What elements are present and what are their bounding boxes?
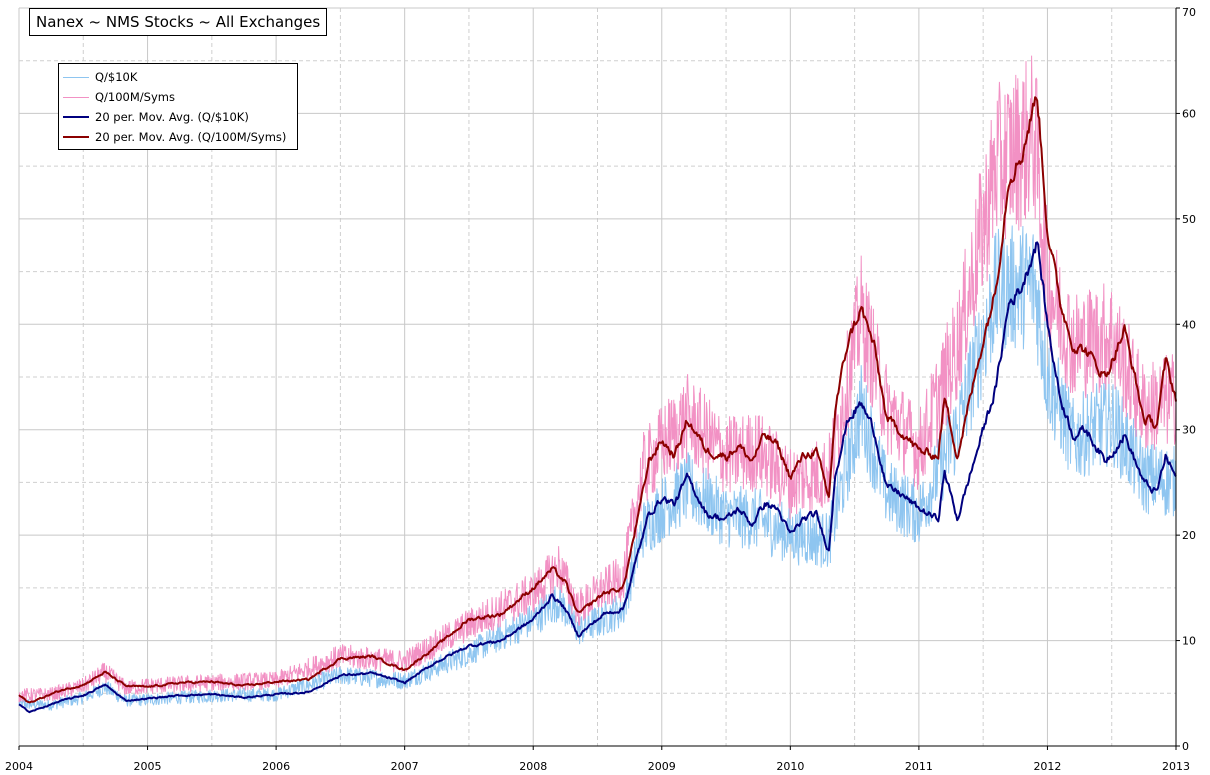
- x-tick-label: 2007: [391, 760, 419, 773]
- legend-item: Q/$10K: [59, 67, 297, 87]
- legend-swatch: [63, 136, 89, 138]
- y-tick-label: 20: [1182, 529, 1196, 542]
- legend-item: Q/100M/Syms: [59, 87, 297, 107]
- legend-label: 20 per. Mov. Avg. (Q/100M/Syms): [95, 130, 287, 144]
- x-tick-label: 2008: [519, 760, 547, 773]
- x-axis-ticks: 2004 2005 2006 2007 2008 2009 2010 2011 2012 2013: [5, 746, 1190, 773]
- y-tick-label: 0: [1182, 740, 1189, 753]
- legend-item: 20 per. Mov. Avg. (Q/$10K): [59, 107, 297, 127]
- y-tick-label: 30: [1182, 424, 1196, 437]
- legend-label: Q/$10K: [95, 70, 138, 84]
- x-tick-label: 2009: [648, 760, 676, 773]
- y-axis-ticks: 0 10 20 30 40 50 60 70: [1176, 6, 1196, 753]
- series-layer: [18, 55, 1177, 714]
- series-line-3: [18, 96, 1177, 704]
- legend-label: 20 per. Mov. Avg. (Q/$10K): [95, 110, 249, 124]
- x-tick-label: 2004: [5, 760, 33, 773]
- y-tick-label: 40: [1182, 318, 1196, 331]
- legend-swatch: [63, 116, 89, 118]
- grid-lines: [18, 7, 1177, 747]
- y-tick-label: 10: [1182, 635, 1196, 648]
- y-tick-label: 60: [1182, 107, 1196, 120]
- series-line-0: [18, 225, 1177, 711]
- legend: Q/$10K Q/100M/Syms 20 per. Mov. Avg. (Q/$1…: [58, 63, 298, 150]
- x-tick-label: 2013: [1162, 760, 1190, 773]
- legend-swatch: [63, 96, 89, 98]
- y-tick-label: 70: [1182, 6, 1196, 19]
- x-tick-label: 2012: [1033, 760, 1061, 773]
- x-tick-label: 2010: [776, 760, 804, 773]
- x-tick-label: 2005: [134, 760, 162, 773]
- series-line-1: [18, 55, 1177, 703]
- series-line-2: [18, 241, 1177, 714]
- axes: [19, 8, 1177, 747]
- chart-title: Nanex ~ NMS Stocks ~ All Exchanges: [29, 8, 328, 36]
- x-tick-label: 2006: [262, 760, 290, 773]
- y-tick-label: 50: [1182, 213, 1196, 226]
- legend-item: 20 per. Mov. Avg. (Q/100M/Syms): [59, 127, 297, 147]
- legend-swatch: [63, 76, 89, 78]
- x-tick-label: 2011: [905, 760, 933, 773]
- legend-label: Q/100M/Syms: [95, 90, 175, 104]
